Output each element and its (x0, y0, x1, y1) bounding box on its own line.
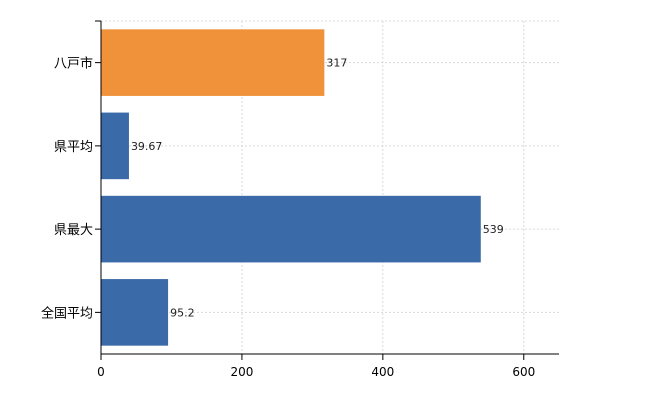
bar-2 (101, 195, 481, 263)
category-label-0: 八戸市 (54, 56, 93, 72)
value-label-2: 539 (483, 223, 504, 236)
category-label-1: 県平均 (54, 140, 93, 155)
bar-0 (101, 29, 325, 96)
category-label-3: 全国平均 (41, 305, 93, 321)
x-tick-label-1: 200 (230, 365, 253, 379)
axis-layer (95, 20, 559, 360)
value-label-0: 317 (326, 57, 347, 70)
bar-3 (101, 279, 169, 346)
category-label-2: 県最大 (54, 223, 93, 238)
x-tick-label-2: 400 (371, 365, 394, 379)
x-tick-label-3: 600 (512, 365, 535, 379)
value-label-1: 39.67 (131, 140, 163, 153)
x-tick-label-0: 0 (97, 365, 105, 379)
value-label-3: 95.2 (170, 306, 195, 319)
bar-layer (101, 29, 481, 346)
bar-1 (101, 112, 129, 180)
